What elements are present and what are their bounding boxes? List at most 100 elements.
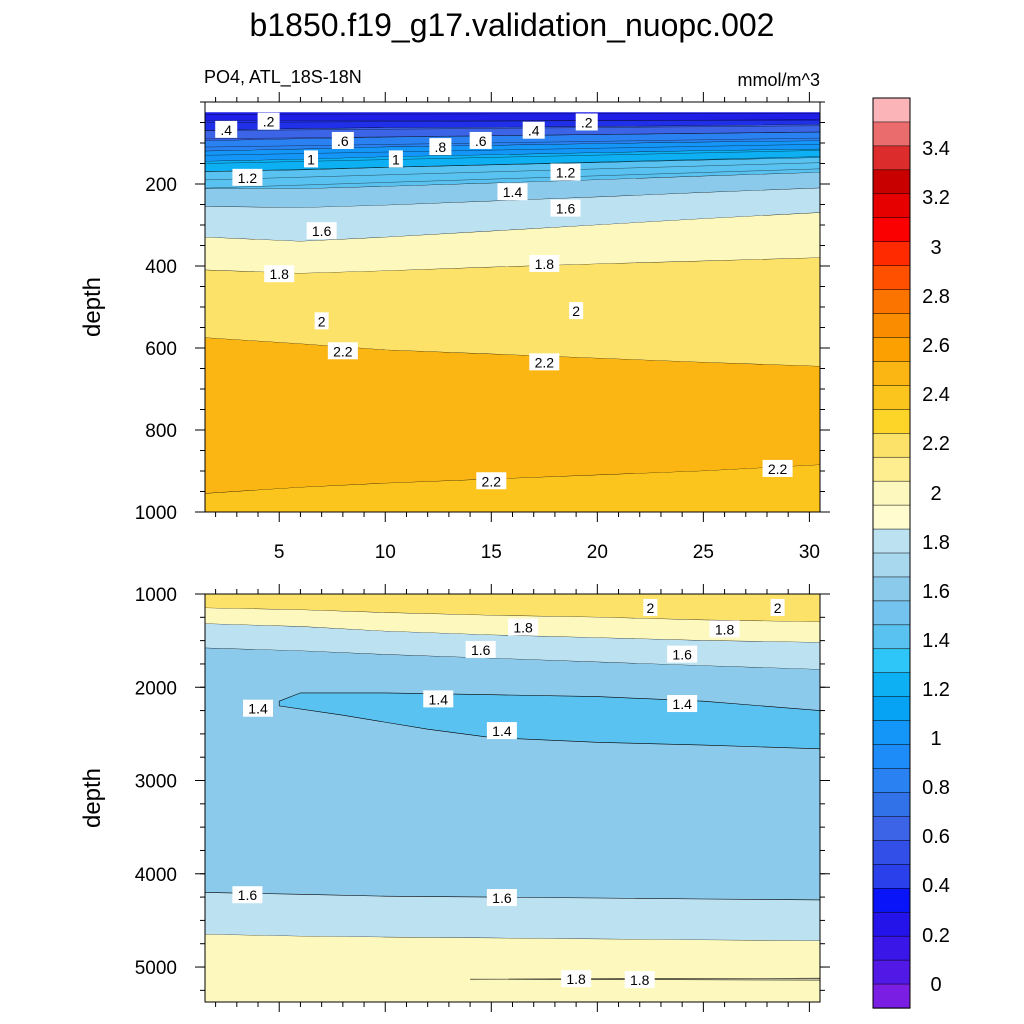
contour-label-bg bbox=[561, 970, 592, 988]
y-axis-label: depth bbox=[79, 277, 106, 337]
minor-contour-line bbox=[205, 125, 820, 131]
contour-label: .2 bbox=[581, 115, 593, 131]
contour-label-bg bbox=[667, 695, 698, 713]
contour-label: 1.4 bbox=[672, 696, 692, 712]
contour-label: 1.8 bbox=[535, 256, 555, 272]
contour-label: 1.8 bbox=[715, 621, 735, 637]
contour-label-bg bbox=[762, 459, 793, 477]
contour-label-bg bbox=[643, 598, 658, 616]
colorbar-label: 1.4 bbox=[922, 630, 950, 652]
contour-label: .8 bbox=[435, 139, 447, 155]
contour-label-bg bbox=[529, 353, 560, 371]
contour-label: .2 bbox=[263, 114, 275, 130]
contour-band-0 bbox=[205, 594, 820, 622]
y-tick-label: 800 bbox=[145, 421, 177, 442]
figure-title: b1850.f19_g17.validation_nuopc.002 bbox=[250, 7, 775, 43]
contour-label-bg bbox=[465, 640, 496, 658]
lower-panel: 2 2 1.8 1.8 1.6 1.6 1.4 1.4 1.4 1.4 1.6 1.6 1.8 1.8 10… bbox=[79, 584, 830, 1012]
colorbar-label: 0 bbox=[930, 974, 941, 996]
colorbar-swatch bbox=[872, 672, 911, 698]
contour-label-bg bbox=[215, 120, 238, 138]
contour-label-bg bbox=[770, 598, 785, 616]
x-tick-label: 30 bbox=[799, 542, 820, 563]
colorbar-swatch bbox=[872, 456, 911, 482]
contour-label: 1.4 bbox=[503, 184, 523, 200]
colorbar-swatch bbox=[872, 792, 911, 818]
contour-label-bg bbox=[429, 138, 452, 156]
contour-label: 1.4 bbox=[429, 691, 449, 707]
minor-contour-line bbox=[205, 137, 820, 148]
contour-label-bg bbox=[550, 199, 581, 217]
contour-label-bg bbox=[529, 254, 560, 272]
contour-label-bg bbox=[667, 645, 698, 663]
contour-label: 1 bbox=[392, 151, 400, 167]
colorbar-label: 3.2 bbox=[922, 187, 950, 209]
contour-label-bg bbox=[232, 886, 263, 904]
contour-label: 1.2 bbox=[556, 165, 576, 181]
contour-label: 1.8 bbox=[566, 971, 586, 987]
colorbar-label: 3 bbox=[930, 237, 941, 259]
contour-label-bg bbox=[243, 699, 274, 717]
colorbar-swatch bbox=[872, 265, 911, 291]
contour-label-bg bbox=[306, 222, 337, 240]
contour-label-bg bbox=[469, 131, 492, 149]
contour-label-bg bbox=[624, 971, 655, 989]
contour-label: .6 bbox=[337, 133, 349, 149]
colorbar-label: 0.4 bbox=[922, 875, 950, 897]
contour-band-9 bbox=[205, 212, 820, 274]
contour-band-0 bbox=[205, 112, 820, 121]
minor-contour-line bbox=[205, 156, 820, 172]
contour-label-bg bbox=[331, 131, 354, 149]
colorbar-swatch bbox=[872, 768, 911, 794]
contour-label-bg bbox=[327, 342, 358, 360]
contour-label-bg bbox=[232, 168, 263, 186]
colorbar-label: 2.6 bbox=[922, 335, 950, 357]
colorbar-label: 2.4 bbox=[922, 384, 950, 406]
colorbar-swatch bbox=[872, 935, 911, 961]
right-subtitle: mmol/m^3 bbox=[738, 70, 820, 90]
x-tick-label: 10 bbox=[375, 542, 396, 563]
contour-band-6 bbox=[205, 934, 820, 1002]
contour-label-bg bbox=[486, 889, 517, 907]
contour-label: 1.6 bbox=[556, 201, 576, 217]
colorbar-swatch bbox=[872, 648, 911, 674]
contour-label-bg bbox=[264, 265, 295, 283]
contour-label-bg bbox=[575, 113, 598, 131]
contour-label-bg bbox=[388, 150, 403, 168]
colorbar-swatch bbox=[872, 816, 911, 842]
colorbar-swatch bbox=[872, 624, 911, 650]
colorbar-swatch bbox=[872, 97, 911, 123]
colorbar-label: 3.4 bbox=[922, 138, 950, 160]
colorbar-swatch bbox=[872, 193, 911, 219]
minor-contour-line bbox=[205, 119, 820, 123]
colorbar-label: 0.8 bbox=[922, 777, 950, 799]
colorbar-swatch bbox=[872, 528, 911, 554]
contour-band-2 bbox=[205, 623, 820, 670]
contour-band-12 bbox=[205, 464, 820, 512]
contour-label: 1.4 bbox=[248, 701, 268, 717]
colorbar-swatch bbox=[872, 696, 911, 722]
colorbar: 3.4 3.2 3 2.8 2.6 2.4 2.2 2 1.8 1.6 1.4 1.2 1 0.8 0.6 0… bbox=[872, 97, 950, 1009]
colorbar-swatch bbox=[872, 145, 911, 171]
colorbar-label: 2.8 bbox=[922, 286, 950, 308]
y-tick-label: 2000 bbox=[135, 678, 177, 699]
colorbar-swatch bbox=[872, 720, 911, 746]
contour-band-11 bbox=[205, 337, 820, 494]
colorbar-label: 2 bbox=[930, 483, 941, 505]
y-tick-label: 3000 bbox=[135, 772, 177, 793]
left-subtitle: PO4, ATL_18S-18N bbox=[204, 67, 362, 88]
colorbar-swatch bbox=[872, 313, 911, 339]
colorbar-frame bbox=[872, 97, 911, 1009]
colorbar-swatch bbox=[872, 504, 911, 530]
contour-label: 1.4 bbox=[492, 723, 512, 739]
contour-label: 2 bbox=[572, 303, 580, 319]
colorbar-swatch bbox=[872, 959, 911, 985]
colorbar-label: 1.2 bbox=[922, 679, 950, 701]
colorbar-swatch bbox=[872, 552, 911, 578]
colorbar-swatch bbox=[872, 433, 911, 458]
colorbar-swatch bbox=[872, 888, 911, 913]
contour-label: 2 bbox=[646, 600, 654, 616]
colorbar-swatch bbox=[872, 169, 911, 195]
y-tick-label: 1000 bbox=[135, 585, 177, 606]
contour-label-bg bbox=[423, 690, 454, 708]
